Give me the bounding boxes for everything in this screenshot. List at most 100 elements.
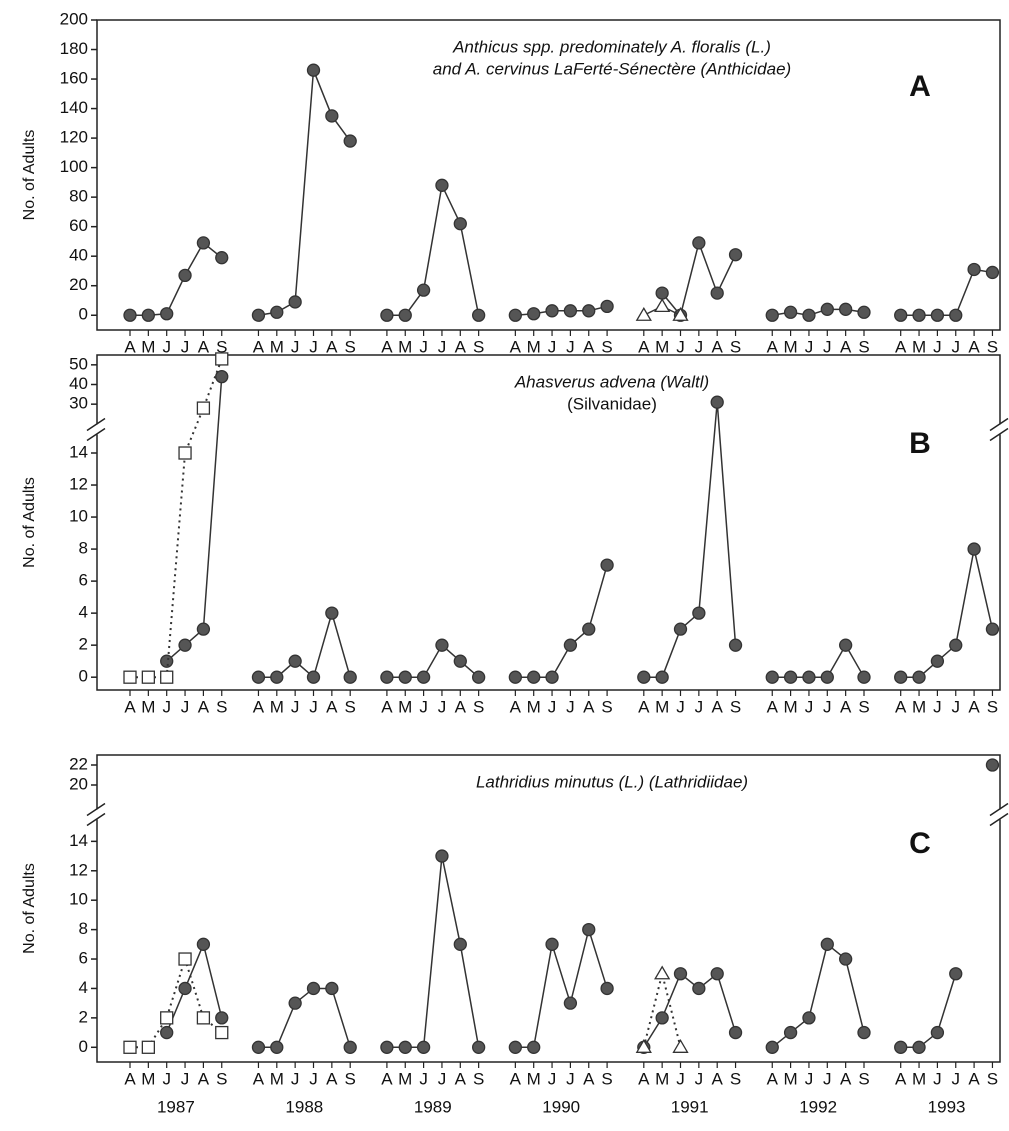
point [343,670,357,684]
x-tick-label: J [419,1069,428,1088]
point [160,1025,174,1040]
x-tick-label: J [548,337,557,356]
point [380,670,394,684]
y-tick-label: 0 [79,1037,88,1056]
point [728,1025,743,1040]
x-tick-label: S [345,697,356,716]
series-line [900,268,993,316]
x-tick-label: J [181,1069,190,1088]
point [894,308,908,322]
x-tick-label: S [987,1069,998,1088]
point [930,1025,945,1040]
series-line [130,241,223,316]
year-label: 1992 [799,1097,837,1116]
point [343,134,357,148]
x-tick-label: A [767,1069,779,1088]
x-tick-label: A [253,697,265,716]
point [141,670,156,684]
x-tick-label: A [124,337,136,356]
point [967,542,981,556]
x-tick-label: A [326,697,338,716]
point [196,622,211,636]
y-tick-label: 20 [69,774,88,793]
y-tick-label: 40 [69,246,88,265]
point [141,308,156,322]
point [178,446,192,460]
y-tick-label: 100 [60,157,88,176]
series-line [130,955,223,1049]
point [673,622,688,636]
point [912,308,926,322]
y-tick-label: 14 [69,442,88,461]
series-line [900,548,994,678]
x-tick-label: M [527,697,541,716]
point [398,1040,412,1054]
point [160,670,174,684]
y-tick-label: 4 [79,603,88,622]
point [985,758,1000,772]
x-tick-label: S [216,1069,227,1088]
point [325,981,339,996]
year-label: 1987 [157,1097,195,1116]
point [196,236,211,250]
x-tick-label: A [583,697,595,716]
y-tick-label: 160 [60,69,88,88]
x-tick-label: J [823,1069,832,1088]
x-tick-label: J [438,337,447,356]
y-tick-label: 80 [69,187,88,206]
x-tick-label: J [695,1069,704,1088]
point [894,670,908,684]
x-tick-label: S [216,697,227,716]
year-label: 1990 [542,1097,580,1116]
point [527,307,541,321]
point [728,638,743,652]
y-axis-label: No. of Adults [21,863,38,954]
x-tick-label: A [638,1069,650,1088]
x-tick-label: J [162,337,171,356]
x-tick-label: A [767,697,779,716]
point [178,638,192,652]
axis-break-mark [86,417,106,432]
x-tick-label: J [952,1069,961,1088]
point [453,937,467,951]
x-tick-label: A [455,697,467,716]
plot-frame [96,19,1001,331]
year-label: 1993 [928,1097,966,1116]
point [820,302,834,316]
x-tick-label: J [676,337,685,356]
point [123,1040,137,1054]
point [325,109,339,123]
x-tick-label: A [583,1069,595,1088]
x-tick-label: S [473,697,484,716]
point [270,670,284,684]
x-tick-label: J [419,697,428,716]
series-line [386,855,480,1049]
x-tick-label: A [124,697,136,716]
x-tick-label: J [676,1069,685,1088]
y-tick-label: 12 [69,475,88,494]
y-tick-label: 20 [69,275,88,294]
x-tick-label: M [527,1069,541,1088]
x-tick-label: A [381,1069,393,1088]
point [563,996,578,1010]
chart-title: and A. cervinus LaFerté-Sénectère (Anthi… [433,59,791,78]
axis-break-mark [989,812,1009,827]
x-tick-label: J [438,1069,447,1088]
x-tick-label: M [270,337,284,356]
x-tick-label: J [291,1069,300,1088]
point [508,1040,522,1054]
x-tick-label: S [858,697,869,716]
x-tick-label: A [455,337,467,356]
x-tick-label: A [198,697,210,716]
point [857,305,871,319]
x-tick-label: J [566,337,575,356]
point [416,283,431,297]
point [471,308,486,322]
point [692,981,706,996]
point [783,1025,798,1040]
x-tick-label: J [805,697,814,716]
point [416,1040,431,1054]
x-tick-label: A [895,337,907,356]
point [160,654,174,668]
